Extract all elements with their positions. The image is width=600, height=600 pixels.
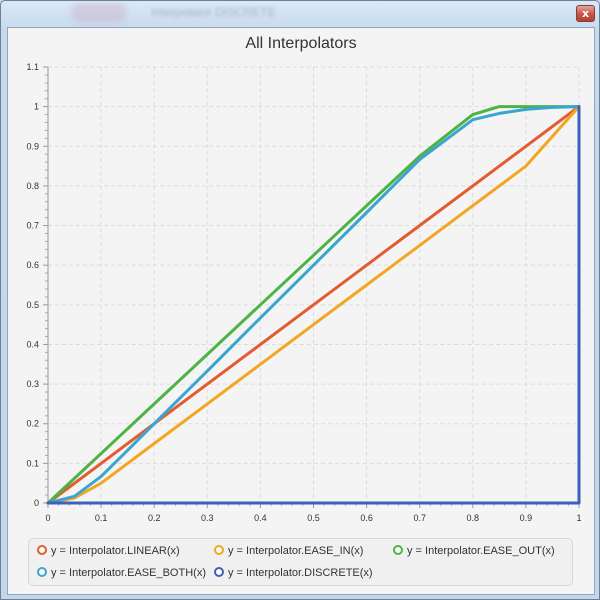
legend-label: y = Interpolator.EASE_BOTH(x) bbox=[51, 567, 206, 579]
legend-item: y = Interpolator.LINEAR(x) bbox=[37, 543, 180, 559]
chart-panel: All Interpolators 0 0.1 0.2 0.3 0.4 0.5 0.6 0.7… bbox=[7, 27, 595, 595]
x-tick-label: 0.6 bbox=[360, 513, 373, 523]
legend-symbol-icon bbox=[214, 545, 224, 556]
y-tick-label: 0.6 bbox=[26, 260, 39, 270]
y-tick-label: 0.5 bbox=[26, 300, 39, 310]
x-tick-label: 0.2 bbox=[148, 513, 161, 523]
legend-item: y = Interpolator.DISCRETE(x) bbox=[214, 565, 373, 581]
chart-title: All Interpolators bbox=[245, 35, 357, 52]
line-chart: 0 0.1 0.2 0.3 0.4 0.5 0.6 0.7 0.8 0.9 1 0 0.1 0.2 0.3 0… bbox=[26, 62, 581, 523]
x-tick-label: 0.9 bbox=[520, 513, 533, 523]
app-icon bbox=[71, 3, 127, 23]
window-title: Interpolator DISCRETE bbox=[151, 5, 276, 19]
y-tick-label: 0 bbox=[34, 498, 39, 508]
legend-symbol-icon bbox=[37, 567, 47, 578]
x-tick-label: 0.4 bbox=[254, 513, 267, 523]
y-tick-label: 0.1 bbox=[26, 458, 39, 468]
x-tick-label: 0.3 bbox=[201, 513, 214, 523]
legend-label: y = Interpolator.DISCRETE(x) bbox=[228, 567, 373, 579]
series-line-1 bbox=[46, 105, 581, 505]
close-button[interactable]: x bbox=[576, 5, 595, 22]
series-line-4 bbox=[46, 105, 581, 505]
x-tick-label: 0.1 bbox=[95, 513, 108, 523]
legend-label: y = Interpolator.LINEAR(x) bbox=[51, 545, 180, 557]
legend-label: y = Interpolator.EASE_OUT(x) bbox=[407, 545, 555, 557]
legend-item: y = Interpolator.EASE_IN(x) bbox=[214, 543, 363, 559]
legend-symbol-icon bbox=[393, 545, 403, 556]
chart-legend: y = Interpolator.LINEAR(x) y = Interpolat… bbox=[28, 538, 573, 586]
x-tick-label: 0.7 bbox=[413, 513, 426, 523]
y-tick-label: 0.3 bbox=[26, 379, 39, 389]
x-tick-label: 1 bbox=[576, 513, 581, 523]
x-tick-label: 0.8 bbox=[467, 513, 480, 523]
series-line-0 bbox=[46, 105, 581, 505]
legend-item: y = Interpolator.EASE_BOTH(x) bbox=[37, 565, 206, 581]
x-tick-label: 0.5 bbox=[307, 513, 320, 523]
x-tick-label: 0 bbox=[45, 513, 50, 523]
title-bar[interactable]: Interpolator DISCRETE x bbox=[1, 1, 599, 25]
legend-symbol-icon bbox=[214, 567, 224, 578]
y-tick-label: 0.9 bbox=[26, 141, 39, 151]
legend-symbol-icon bbox=[37, 545, 47, 556]
y-tick-label: 0.7 bbox=[26, 221, 39, 231]
series-line-2 bbox=[46, 105, 581, 505]
y-tick-label: 1.1 bbox=[26, 62, 39, 72]
legend-item: y = Interpolator.EASE_OUT(x) bbox=[393, 543, 555, 559]
legend-label: y = Interpolator.EASE_IN(x) bbox=[228, 545, 364, 557]
y-tick-label: 0.8 bbox=[26, 181, 39, 191]
series-line-3 bbox=[46, 105, 581, 505]
y-tick-label: 0.4 bbox=[26, 339, 39, 349]
y-tick-label: 0.2 bbox=[26, 419, 39, 429]
y-tick-label: 1 bbox=[34, 102, 39, 112]
